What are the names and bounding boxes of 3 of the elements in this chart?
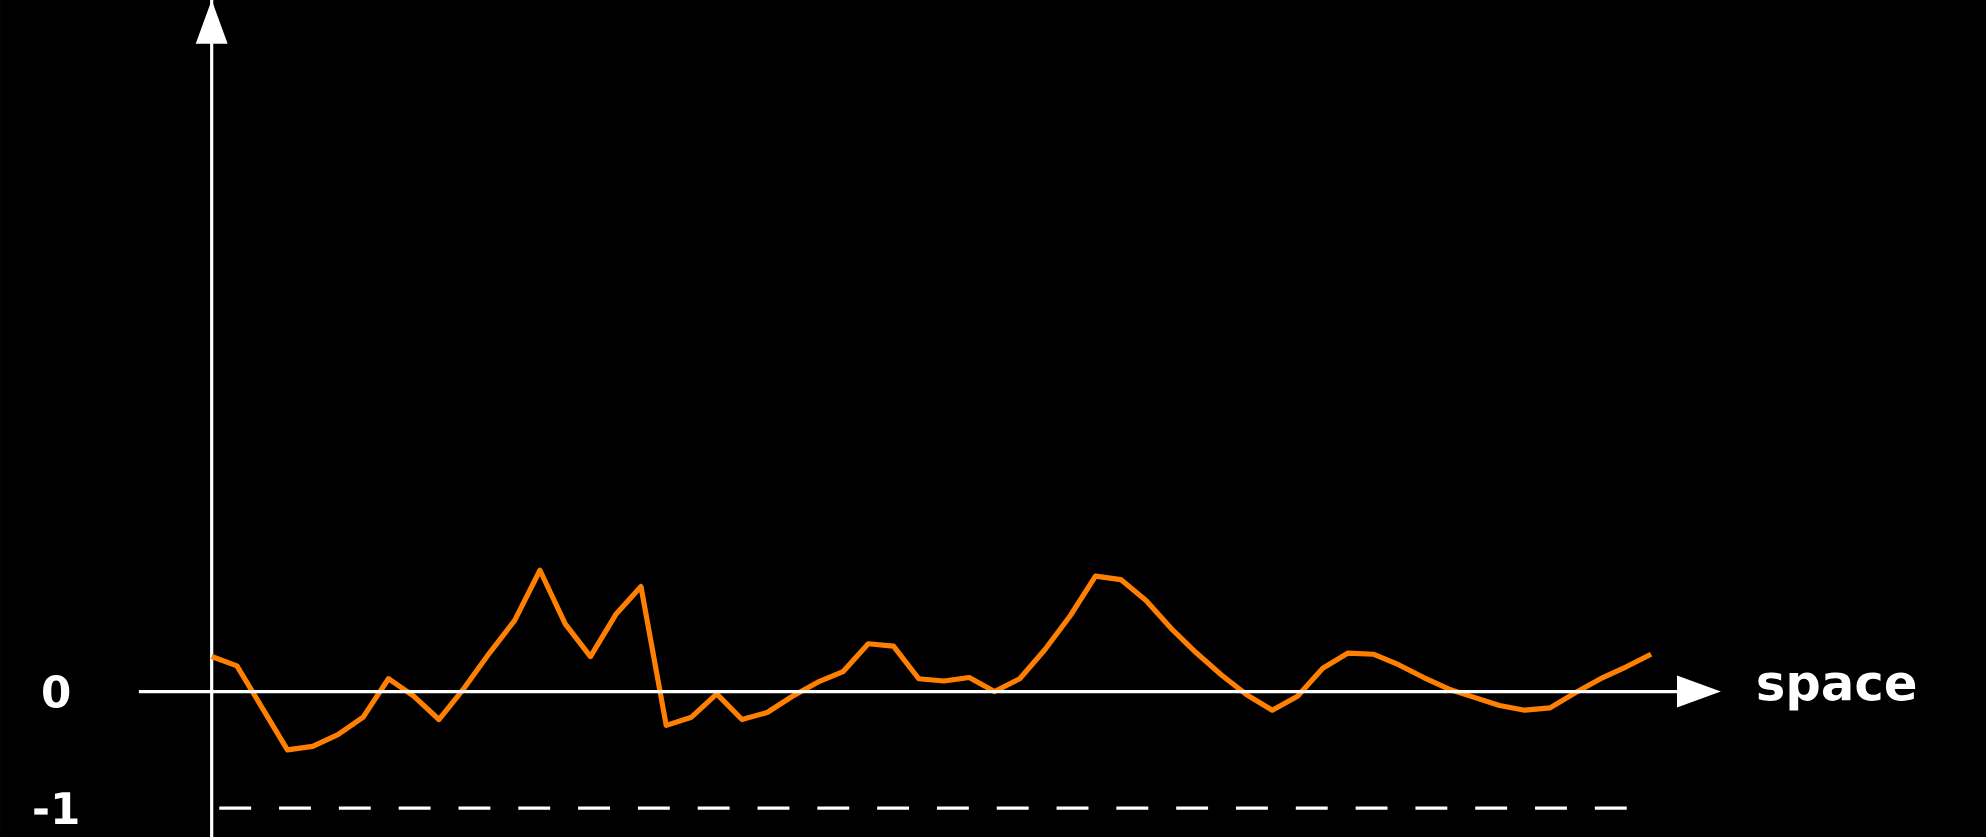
y-tick-label: -1 [34,792,78,824]
x-axis-title: space [1758,672,1916,711]
y-tick-label: 0 [43,674,70,708]
